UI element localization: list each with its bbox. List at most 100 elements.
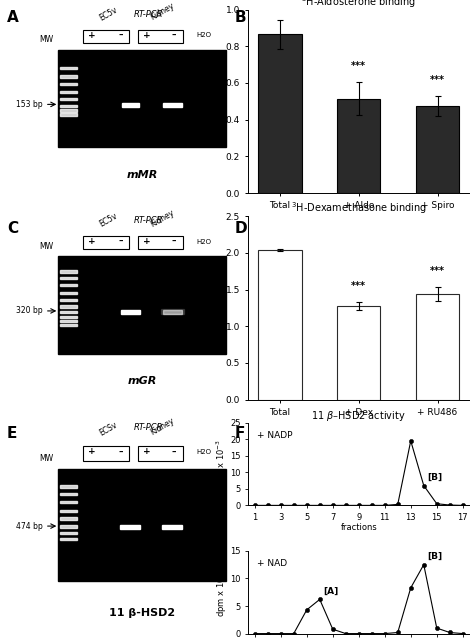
Bar [60,270,77,273]
Bar [60,316,77,318]
Bar [337,306,381,399]
Bar [83,446,129,461]
Bar [416,294,459,399]
Text: E: E [7,426,18,440]
Text: –: – [172,237,176,246]
Bar [60,500,77,503]
Text: –: – [172,31,176,40]
Text: +: + [143,31,151,40]
Text: ***: *** [430,75,445,85]
Title: 11 $\beta$–HSD2 activity: 11 $\beta$–HSD2 activity [311,409,406,422]
Bar [60,277,77,279]
Text: + NADP: + NADP [257,431,293,440]
Bar [83,236,129,249]
Bar [60,98,77,100]
Bar [58,469,226,581]
Title: $^3$H-Dexamethasone binding: $^3$H-Dexamethasone binding [291,200,427,216]
Bar [60,109,77,112]
Bar [60,538,77,540]
Text: EC5v: EC5v [98,5,119,22]
Y-axis label: dpm x 10$^{-3}$: dpm x 10$^{-3}$ [210,281,224,335]
Text: F: F [235,426,245,440]
Bar [121,310,139,314]
Text: H2O: H2O [197,239,212,244]
Bar [416,106,459,193]
Text: MW: MW [39,35,54,44]
Bar [60,292,77,294]
Text: –: – [118,237,122,246]
Text: D: D [235,221,247,236]
Bar [60,311,77,314]
Text: –: – [118,31,122,40]
Bar [60,76,77,77]
Bar [138,446,183,461]
Text: + NAD: + NAD [257,559,287,568]
Bar [163,103,182,107]
Bar [337,99,381,193]
Bar [122,103,139,107]
Text: +: + [143,237,151,246]
Text: mMR: mMR [127,170,158,180]
Text: –: – [118,447,122,456]
Y-axis label: dpm x 10$^{-3}$: dpm x 10$^{-3}$ [214,439,228,489]
Bar [60,493,77,495]
Bar [258,250,301,399]
Text: RT-PCR: RT-PCR [134,10,164,19]
Bar [60,298,77,301]
Text: [B]: [B] [428,552,443,561]
Bar [60,509,77,512]
Title: $^3$H-Aldosterone binding: $^3$H-Aldosterone binding [301,0,416,10]
Text: +: + [88,31,96,40]
Bar [138,30,183,43]
Text: 320 bp: 320 bp [16,307,43,316]
Bar [60,113,77,116]
Text: MW: MW [39,242,54,251]
Text: +: + [88,237,96,246]
Text: Kidney: Kidney [149,417,176,437]
Bar [60,91,77,93]
Text: C: C [7,221,18,236]
Text: H2O: H2O [197,449,212,455]
Text: 11 β-HSD2: 11 β-HSD2 [109,607,175,618]
Bar [60,284,77,286]
Bar [60,485,77,488]
Text: [A]: [A] [324,587,339,596]
X-axis label: fractions: fractions [340,524,377,532]
Bar [60,104,77,107]
Text: Kidney: Kidney [149,1,176,22]
Bar [162,525,182,529]
Text: B: B [235,10,246,24]
Text: [B]: [B] [428,473,443,482]
Bar [58,257,226,354]
Y-axis label: dpm x 10$^{-3}$: dpm x 10$^{-3}$ [214,567,228,617]
Text: +: + [88,447,96,456]
Text: ECSv: ECSv [98,420,119,437]
Bar [60,532,77,534]
Bar [60,320,77,322]
Bar [60,305,77,308]
Y-axis label: dpm x 10$^{-3}$: dpm x 10$^{-3}$ [210,74,224,128]
Text: ***: *** [430,266,445,276]
Text: 153 bp: 153 bp [16,100,43,109]
Text: EC5v: EC5v [98,211,119,229]
Bar [60,83,77,86]
Text: MW: MW [39,454,54,463]
Bar [83,30,129,43]
Bar [60,517,77,520]
Text: Kidney: Kidney [149,208,176,229]
Text: –: – [172,447,176,456]
Text: 474 bp: 474 bp [16,522,43,531]
Bar [161,309,184,314]
Bar [138,236,183,249]
Bar [60,525,77,528]
Text: +: + [143,447,151,456]
Text: mGR: mGR [128,376,157,386]
Text: RT-PCR: RT-PCR [134,216,164,225]
Text: ***: *** [351,61,366,71]
Text: RT-PCR: RT-PCR [134,422,164,431]
Bar [163,310,182,314]
Bar [120,525,140,529]
Bar [60,324,77,326]
Bar [258,35,301,193]
Bar [60,67,77,69]
